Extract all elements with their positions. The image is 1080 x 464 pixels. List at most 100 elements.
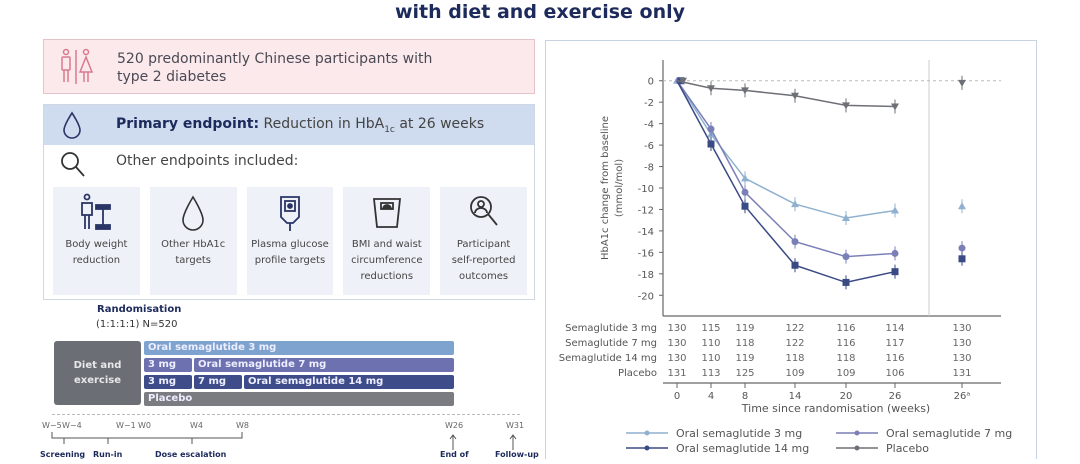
x-tick-label: 4 [708,391,714,402]
y-tick-label: -14 [638,227,654,238]
data-point [741,188,749,196]
at-risk-value: 130 [952,353,971,364]
bar-sema-7mg: Oral semaglutide 7 mg [194,358,454,372]
bar-sema-7mg-escalation: 3 mg [144,358,192,372]
primary-label: Primary endpoint: [116,116,260,132]
tile-label: BMI and waist [351,239,422,250]
at-risk-value: 125 [735,368,754,379]
bar-sema-14mg: Oral semaglutide 14 mg [244,375,454,389]
at-risk-value: 109 [785,368,804,379]
y-tick-label: -18 [638,270,654,281]
at-risk-value: 130 [667,353,686,364]
y-axis-label-unit: (mmol/mol) [614,159,625,217]
data-point [741,174,749,182]
data-point [842,102,850,110]
bar-sema-14mg-esc-7: 7 mg [194,375,242,389]
y-tick-label: -20 [638,291,654,302]
data-point [842,214,850,222]
data-point [958,202,966,210]
x-axis-label: Time since randomisation (weeks) [741,402,930,415]
at-risk-value: 130 [952,323,971,334]
at-risk-value: 122 [785,323,804,334]
bar-sema-14mg-esc-3: 3 mg [144,375,192,389]
y-tick-label: -2 [644,98,654,109]
other-endpoints-label: Other endpoints included: [116,153,299,169]
week-label: W31 [506,421,525,430]
data-point [741,202,749,210]
tile-label: profile targets [254,255,326,266]
series-line [676,80,896,219]
drop-icon [182,195,204,231]
at-risk-value: 113 [701,368,720,379]
tile-label: Body weight [65,239,128,250]
at-risk-value: 131 [952,368,971,379]
at-risk-value: 122 [785,338,804,349]
at-risk-label: Semaglutide 7 mg [565,338,657,349]
person-search-icon [469,196,498,226]
legend-label: Oral semaglutide 7 mg [886,427,1012,440]
at-risk-value: 116 [885,353,904,364]
x-tick-label: 0 [674,391,680,402]
at-risk-value: 119 [735,323,754,334]
magnifier-icon [61,152,85,177]
tile-label: Other HbA1c [161,239,226,250]
data-point [707,85,715,93]
at-risk-value: 106 [885,368,904,379]
drop-icon [63,111,81,139]
x-tick-label: 26ᵃ [954,391,971,402]
y-tick-label: -16 [638,248,654,259]
at-risk-value: 109 [836,368,855,379]
week-label: W0 [138,421,151,430]
tile-label: self-reported [451,255,516,266]
y-axis-label: HbA1c change from baseline [600,116,611,260]
at-risk-value: 114 [885,323,904,334]
data-point [842,278,850,286]
at-risk-label: Semaglutide 3 mg [565,323,657,334]
data-point [958,79,966,87]
data-point [891,268,899,276]
data-point [741,87,749,95]
week-label: W−1 [116,421,136,430]
primary-text: Reduction in HbA [263,116,385,132]
data-point [891,249,899,257]
data-point [891,103,899,111]
tile-label: circumference [351,255,423,266]
week-label: W4 [190,421,203,430]
series-line [676,79,896,108]
y-tick-label: -12 [638,205,654,216]
at-risk-value: 118 [785,353,804,364]
at-risk-label: Placebo [618,368,657,379]
endpoint-tile: Body weight reduction [53,187,140,295]
series-line [676,80,896,258]
at-risk-value: 116 [836,323,855,334]
at-risk-value: 130 [667,338,686,349]
legend-marker [644,430,650,436]
at-risk-value: 119 [735,353,754,364]
population-box: 520 predominantly Chinese participants w… [43,39,535,94]
data-point [791,92,799,100]
y-tick-label: -8 [644,163,654,174]
data-point [791,238,799,246]
tile-label: reductions [360,271,414,282]
diet-exercise-block: Diet and exercise [54,341,141,405]
randomisation-ratio: (1:1:1:1) N=520 [96,319,178,330]
population-line-2: type 2 diabetes [117,69,227,85]
y-tick-label: -4 [644,120,654,131]
x-tick-label: 20 [840,391,853,402]
data-point [791,200,799,208]
legend-marker [854,445,860,451]
x-tick-label: 8 [742,391,748,402]
primary-sub: 1c [384,124,395,135]
legend-label: Oral semaglutide 3 mg [676,427,802,440]
page-title: with diet and exercise only [394,1,685,23]
bar-placebo: Placebo [144,392,454,406]
endpoints-panel: Primary endpoint: Reduction in HbA1c at … [43,104,535,300]
at-risk-value: 115 [701,323,720,334]
tile-label: outcomes [459,271,509,282]
at-risk-value: 118 [836,353,855,364]
week-label: W−4 [62,421,82,430]
endpoint-tile: Participant self-reported outcomes [440,187,527,295]
endpoint-tile: Plasma glucose profile targets [246,187,334,295]
data-point [958,244,966,252]
glucose-meter-icon [280,196,300,231]
